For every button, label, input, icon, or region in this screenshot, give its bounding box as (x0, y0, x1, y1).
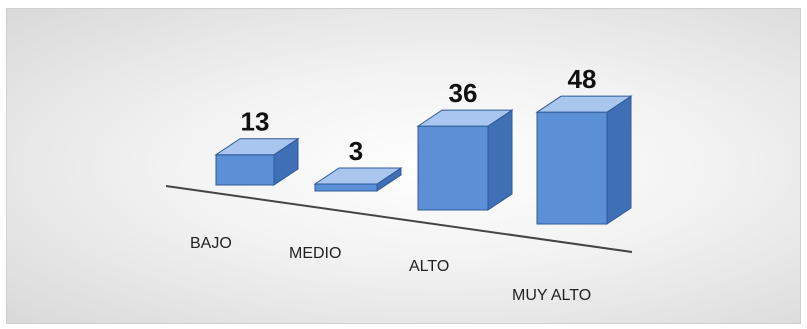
category-label: ALTO (409, 258, 449, 275)
bar-front (215, 154, 275, 186)
chart-frame (6, 8, 801, 324)
value-label: 36 (449, 78, 478, 108)
bar-top (535, 95, 633, 113)
bar-medio (313, 167, 403, 192)
bar-muy-alto (535, 95, 633, 225)
category-label: MEDIO (289, 245, 341, 262)
bar-top (416, 109, 514, 127)
category-label: MUY ALTO (512, 287, 591, 304)
bar-side (487, 109, 513, 211)
value-label: 13 (241, 107, 270, 137)
bar-front (536, 111, 608, 225)
bar-alto (416, 109, 514, 211)
bar-bajo (214, 137, 300, 186)
bar-top (313, 167, 403, 185)
value-labels-group: 13 3 36 48 (241, 64, 597, 166)
bar-front (314, 183, 378, 192)
category-labels-group: BAJO MEDIO ALTO MUY ALTO (190, 235, 591, 304)
value-label: 3 (349, 136, 363, 166)
value-label: 48 (568, 64, 597, 94)
x-axis-line (165, 185, 633, 253)
bar-side (606, 95, 632, 225)
bar-front (417, 125, 489, 211)
bar-top (214, 138, 300, 156)
category-label: BAJO (190, 235, 232, 252)
bars-group (214, 95, 633, 225)
